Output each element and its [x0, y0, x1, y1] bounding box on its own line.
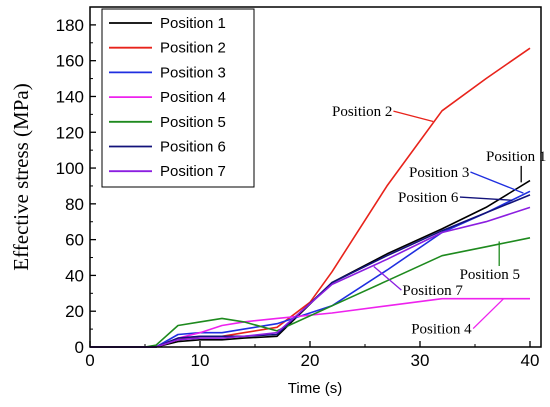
- legend-label-position-7: Position 7: [160, 163, 226, 180]
- callout-annotations: Position 2 Position 1 Position 3 Position 6…: [332, 104, 546, 337]
- annotation-leader-position-3: [470, 171, 524, 194]
- annotation-position-6: Position 6: [398, 190, 459, 206]
- y-tick-label: 0: [75, 338, 84, 357]
- legend-label-position-5: Position 5: [160, 114, 226, 131]
- x-tick-label: 0: [85, 351, 94, 370]
- x-axis-title: Time (s): [288, 380, 342, 397]
- annotation-position-2: Position 2: [332, 104, 392, 120]
- legend-label-position-3: Position 3: [160, 64, 226, 81]
- y-axis-title: Effective stress (MPa): [9, 83, 33, 270]
- annotation-position-4: Position 4: [411, 322, 472, 338]
- y-tick-label: 60: [65, 231, 84, 250]
- y-tick-label: 80: [65, 195, 84, 214]
- annotation-leader-position-6: [459, 196, 513, 201]
- x-tick-label: 20: [301, 351, 320, 370]
- legend-label-position-2: Position 2: [160, 40, 226, 57]
- annotation-leader-position-7: [373, 265, 402, 291]
- y-tick-label: 40: [65, 266, 84, 285]
- plot-frame: [89, 6, 542, 348]
- y-tick-label: 120: [56, 123, 84, 142]
- annotation-position-7: Position 7: [402, 283, 463, 299]
- annotation-position-1: Position 1: [486, 149, 546, 165]
- x-tick-label: 40: [521, 351, 540, 370]
- legend-label-position-4: Position 4: [160, 89, 226, 106]
- series-line-position-5: [90, 237, 531, 348]
- legend-label-position-1: Position 1: [160, 15, 226, 32]
- legend: Position 1 Position 2 Position 3 Position 4…: [101, 8, 255, 188]
- y-tick-label: 100: [56, 159, 84, 178]
- x-tick-label: 10: [191, 351, 210, 370]
- y-tick-label: 20: [65, 302, 84, 321]
- annotation-position-5: Position 5: [460, 267, 520, 283]
- axis-ticks: 0 10 20 30 40 0 20 40 60 80 100 120 140 160 180: [56, 16, 540, 370]
- y-tick-label: 140: [56, 87, 84, 106]
- annotation-leader-position-2: [393, 110, 434, 123]
- annotation-position-3: Position 3: [409, 165, 469, 181]
- legend-label-position-6: Position 6: [160, 139, 226, 156]
- x-tick-label: 30: [411, 351, 430, 370]
- y-tick-label: 180: [56, 16, 84, 35]
- annotation-leader-position-4: [472, 298, 505, 330]
- y-tick-label: 160: [56, 52, 84, 71]
